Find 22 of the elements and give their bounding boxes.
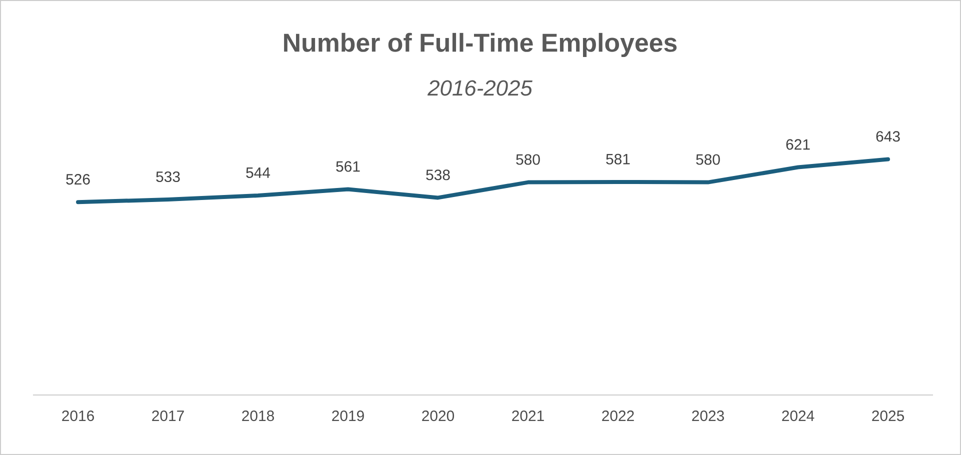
chart-title: Number of Full-Time Employees	[284, 32, 677, 58]
data-label: 533	[156, 171, 180, 182]
data-label: 538	[426, 170, 450, 180]
x-tick-label: 2019	[332, 410, 364, 422]
x-tick-label: 2024	[782, 410, 814, 422]
x-tick-label: 2016	[62, 410, 94, 422]
x-tick-label: 2023	[692, 410, 724, 422]
data-label: 526	[66, 174, 90, 185]
data-label: 581	[606, 154, 630, 164]
x-tick-label: 2018	[242, 410, 274, 422]
data-label: 580	[696, 154, 720, 165]
data-label: 544	[246, 168, 270, 178]
data-label: 561	[336, 161, 360, 172]
chart-subtitle: 2016-2025	[427, 80, 532, 96]
x-tick-label: 2022	[602, 410, 634, 422]
x-tick-label: 2020	[422, 410, 454, 422]
x-tick-label: 2017	[152, 410, 184, 422]
data-label: 643	[876, 131, 900, 142]
x-tick-label: 2025	[872, 410, 904, 422]
data-label: 580	[516, 154, 540, 165]
data-label: 621	[786, 139, 810, 150]
x-tick-label: 2021	[512, 410, 544, 422]
